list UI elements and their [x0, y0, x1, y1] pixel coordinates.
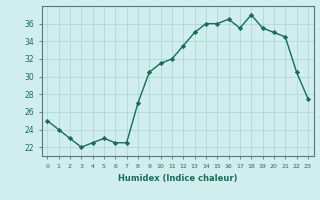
X-axis label: Humidex (Indice chaleur): Humidex (Indice chaleur): [118, 174, 237, 183]
